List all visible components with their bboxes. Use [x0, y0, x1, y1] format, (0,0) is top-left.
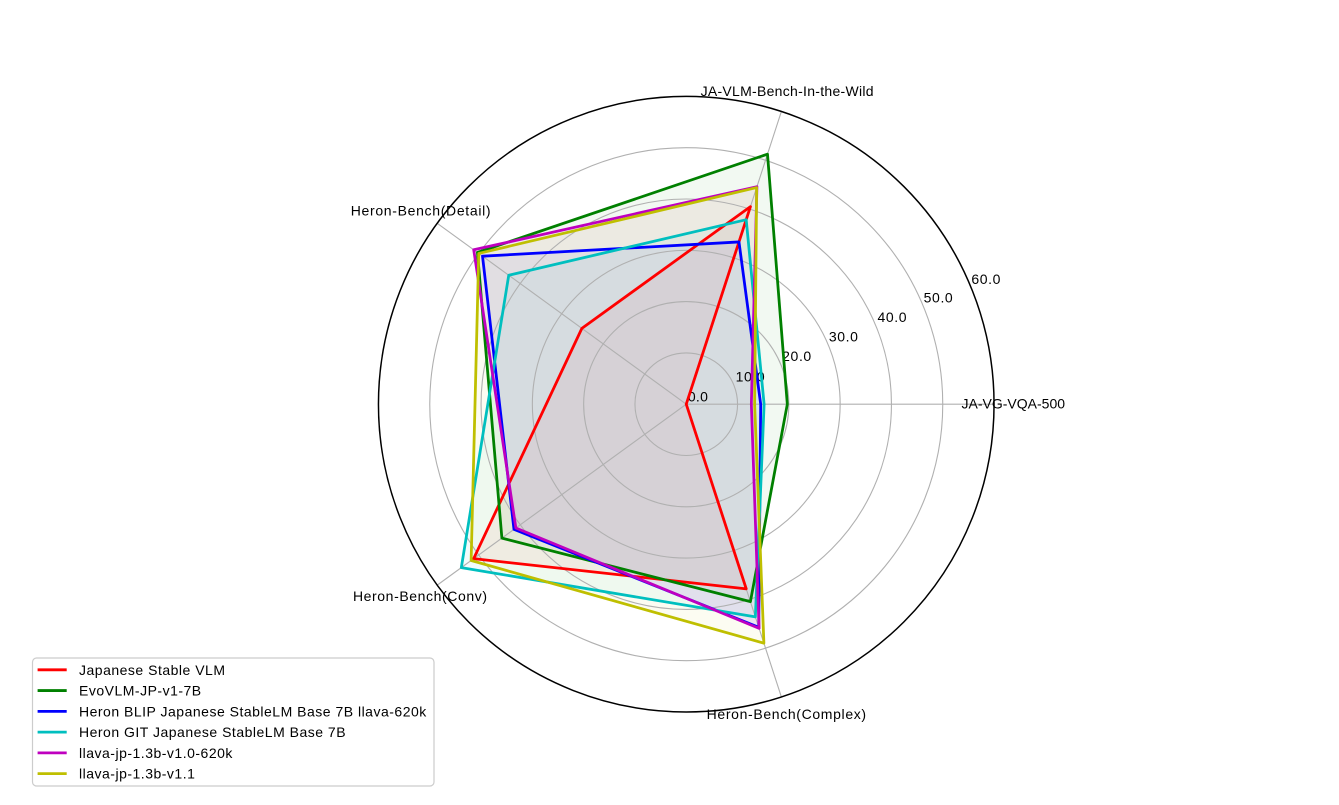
svg-text:Heron-Bench(Detail): Heron-Bench(Detail): [351, 203, 492, 219]
svg-text:30.0: 30.0: [829, 328, 859, 344]
svg-text:EvoVLM-JP-v1-7B: EvoVLM-JP-v1-7B: [79, 683, 202, 699]
svg-text:40.0: 40.0: [877, 309, 907, 325]
svg-text:0.0: 0.0: [688, 389, 708, 405]
svg-text:Heron GIT Japanese StableLM Ba: Heron GIT Japanese StableLM Base 7B: [79, 724, 346, 740]
svg-text:Heron BLIP Japanese StableLM B: Heron BLIP Japanese StableLM Base 7B lla…: [79, 703, 427, 719]
svg-text:20.0: 20.0: [782, 348, 812, 364]
svg-text:Heron-Bench(Complex): Heron-Bench(Complex): [707, 706, 867, 722]
svg-text:JA-VLM-Bench-In-the-Wild: JA-VLM-Bench-In-the-Wild: [701, 83, 874, 99]
svg-text:60.0: 60.0: [971, 271, 1001, 287]
svg-text:50.0: 50.0: [924, 290, 954, 306]
svg-text:JA-VG-VQA-500: JA-VG-VQA-500: [962, 396, 1066, 412]
svg-text:llava-jp-1.3b-v1.1: llava-jp-1.3b-v1.1: [79, 766, 195, 782]
svg-text:Heron-Bench(Conv): Heron-Bench(Conv): [353, 588, 488, 604]
svg-text:llava-jp-1.3b-v1.0-620k: llava-jp-1.3b-v1.0-620k: [79, 745, 233, 761]
svg-text:Japanese Stable VLM: Japanese Stable VLM: [79, 662, 225, 678]
